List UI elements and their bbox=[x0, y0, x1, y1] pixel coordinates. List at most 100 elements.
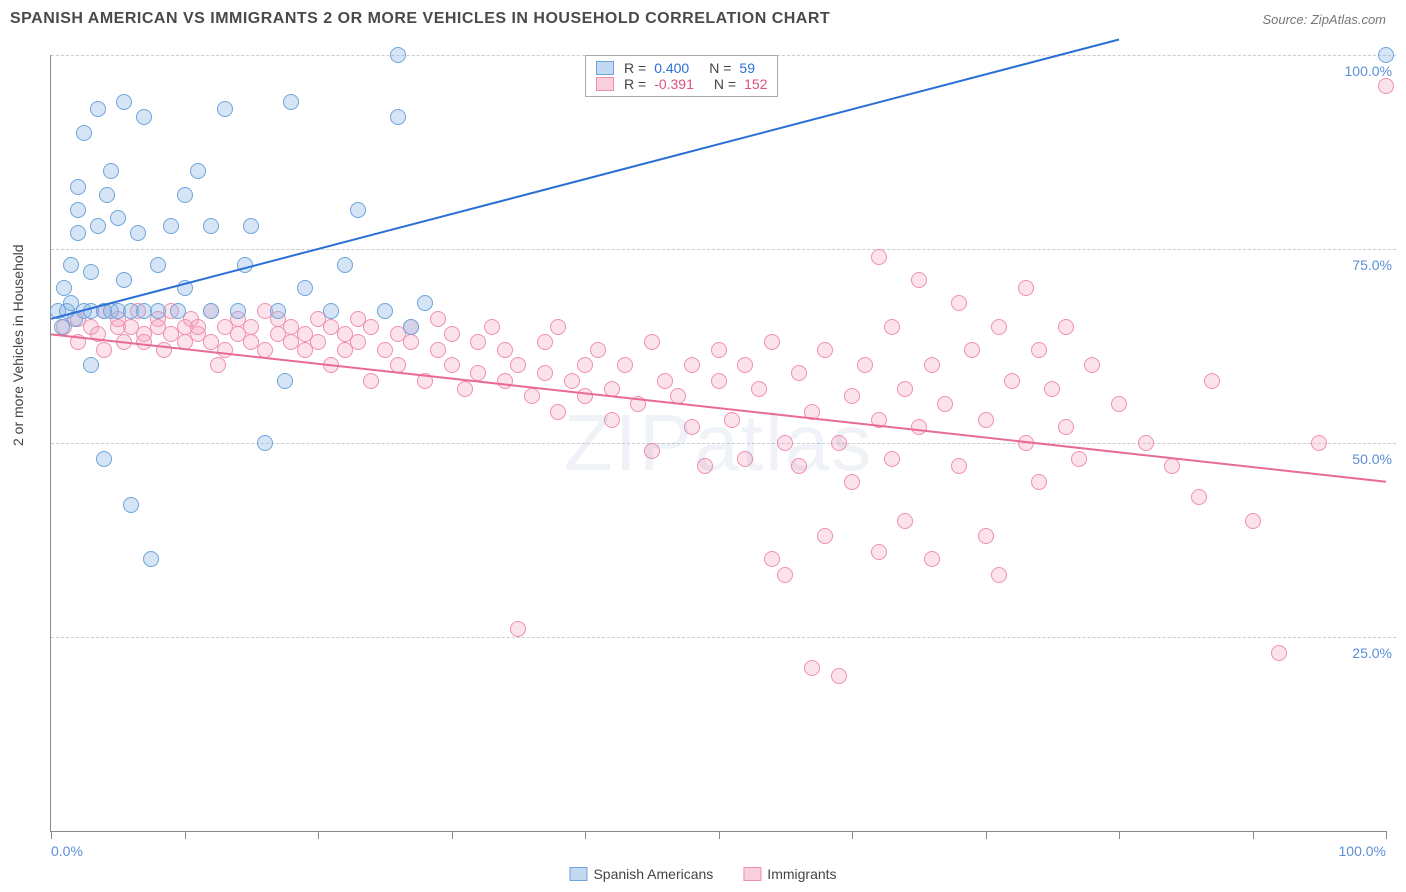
scatter-point bbox=[116, 334, 132, 350]
n-prefix: N = bbox=[714, 76, 736, 92]
x-tick bbox=[986, 831, 987, 839]
scatter-point bbox=[70, 225, 86, 241]
scatter-point bbox=[844, 388, 860, 404]
x-tick bbox=[1386, 831, 1387, 839]
scatter-point bbox=[777, 567, 793, 583]
scatter-point bbox=[203, 218, 219, 234]
swatch-icon bbox=[596, 61, 614, 75]
scatter-point bbox=[110, 210, 126, 226]
scatter-point bbox=[924, 551, 940, 567]
scatter-point bbox=[871, 544, 887, 560]
swatch-icon bbox=[569, 867, 587, 881]
scatter-point bbox=[711, 373, 727, 389]
r-prefix: R = bbox=[624, 60, 646, 76]
scatter-point bbox=[604, 381, 620, 397]
scatter-point bbox=[203, 303, 219, 319]
scatter-point bbox=[190, 319, 206, 335]
scatter-point bbox=[1378, 47, 1394, 63]
legend-row-a: R = 0.400 N = 59 bbox=[596, 60, 767, 76]
x-tick bbox=[1253, 831, 1254, 839]
scatter-point bbox=[524, 388, 540, 404]
scatter-point bbox=[177, 187, 193, 203]
scatter-point bbox=[177, 280, 193, 296]
scatter-point bbox=[964, 342, 980, 358]
x-tick bbox=[852, 831, 853, 839]
scatter-point bbox=[56, 280, 72, 296]
scatter-point bbox=[804, 404, 820, 420]
scatter-point bbox=[70, 202, 86, 218]
scatter-point bbox=[444, 357, 460, 373]
gridline bbox=[51, 443, 1396, 444]
scatter-point bbox=[1245, 513, 1261, 529]
scatter-point bbox=[1311, 435, 1327, 451]
scatter-point bbox=[1271, 645, 1287, 661]
scatter-point bbox=[217, 342, 233, 358]
scatter-point bbox=[230, 303, 246, 319]
scatter-point bbox=[297, 280, 313, 296]
scatter-point bbox=[430, 311, 446, 327]
scatter-point bbox=[897, 513, 913, 529]
scatter-point bbox=[90, 326, 106, 342]
scatter-point bbox=[991, 319, 1007, 335]
scatter-point bbox=[76, 125, 92, 141]
scatter-point bbox=[1044, 381, 1060, 397]
scatter-point bbox=[831, 668, 847, 684]
scatter-point bbox=[1058, 319, 1074, 335]
scatter-point bbox=[1084, 357, 1100, 373]
swatch-icon bbox=[596, 77, 614, 91]
scatter-point bbox=[130, 225, 146, 241]
scatter-point bbox=[363, 373, 379, 389]
scatter-point bbox=[911, 419, 927, 435]
scatter-point bbox=[243, 319, 259, 335]
scatter-point bbox=[630, 396, 646, 412]
scatter-point bbox=[951, 458, 967, 474]
scatter-point bbox=[871, 412, 887, 428]
scatter-point bbox=[163, 218, 179, 234]
scatter-point bbox=[390, 47, 406, 63]
chart-title: SPANISH AMERICAN VS IMMIGRANTS 2 OR MORE… bbox=[10, 10, 830, 28]
scatter-point bbox=[257, 435, 273, 451]
scatter-point bbox=[170, 303, 186, 319]
scatter-point bbox=[484, 319, 500, 335]
scatter-point bbox=[884, 319, 900, 335]
scatter-point bbox=[116, 94, 132, 110]
scatter-point bbox=[363, 319, 379, 335]
r-value-a: 0.400 bbox=[654, 60, 689, 76]
scatter-point bbox=[951, 295, 967, 311]
scatter-point bbox=[684, 357, 700, 373]
scatter-point bbox=[1018, 435, 1034, 451]
scatter-point bbox=[136, 109, 152, 125]
scatter-point bbox=[577, 388, 593, 404]
legend-row-b: R = -0.391 N = 152 bbox=[596, 76, 767, 92]
scatter-point bbox=[310, 334, 326, 350]
scatter-point bbox=[156, 342, 172, 358]
scatter-point bbox=[96, 342, 112, 358]
scatter-point bbox=[831, 435, 847, 451]
scatter-point bbox=[777, 435, 793, 451]
scatter-point bbox=[697, 458, 713, 474]
scatter-point bbox=[70, 179, 86, 195]
scatter-point bbox=[90, 101, 106, 117]
scatter-point bbox=[470, 365, 486, 381]
scatter-point bbox=[90, 218, 106, 234]
scatter-point bbox=[243, 218, 259, 234]
scatter-point bbox=[257, 342, 273, 358]
n-prefix: N = bbox=[709, 60, 731, 76]
scatter-point bbox=[604, 412, 620, 428]
scatter-point bbox=[417, 373, 433, 389]
scatter-point bbox=[871, 249, 887, 265]
scatter-point bbox=[644, 443, 660, 459]
scatter-point bbox=[143, 551, 159, 567]
scatter-point bbox=[937, 396, 953, 412]
scatter-point bbox=[978, 412, 994, 428]
legend-label-a: Spanish Americans bbox=[593, 866, 713, 882]
scatter-point bbox=[657, 373, 673, 389]
scatter-point bbox=[237, 257, 253, 273]
scatter-point bbox=[190, 163, 206, 179]
scatter-point bbox=[791, 458, 807, 474]
chart-plot-area: ZIPatlas R = 0.400 N = 59 R = -0.391 N =… bbox=[50, 55, 1386, 832]
scatter-point bbox=[497, 342, 513, 358]
y-tick-label: 100.0% bbox=[1341, 63, 1396, 79]
scatter-point bbox=[550, 404, 566, 420]
scatter-point bbox=[684, 419, 700, 435]
